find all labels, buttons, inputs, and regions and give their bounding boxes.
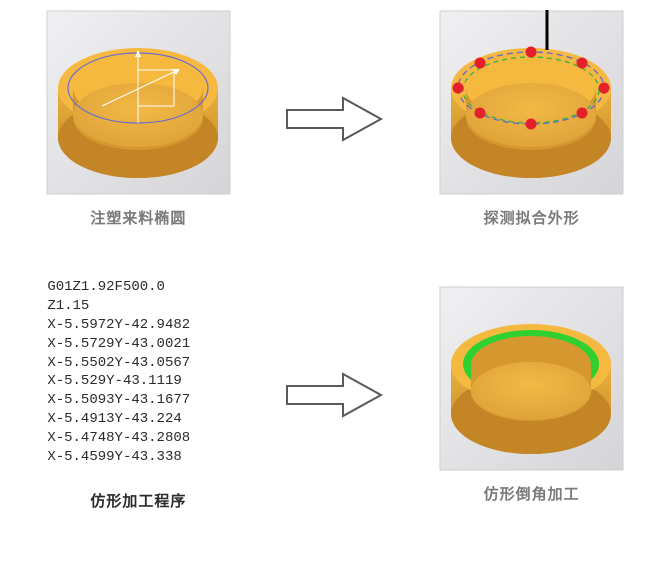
arrow-1 — [275, 27, 395, 212]
gcode-line: X-5.4913Y-43.224 — [47, 411, 181, 427]
gcode-listing: G01Z1.92F500.0 Z1.15 X-5.5972Y-42.9482 X… — [43, 278, 233, 478]
panel-top-right: 探测拟合外形 — [432, 10, 632, 228]
ring-chamfer-image — [439, 286, 624, 471]
gcode-line: X-5.5972Y-42.9482 — [47, 317, 190, 333]
row-1: 注塑来料椭圆 — [0, 0, 670, 228]
panel-top-left: 注塑来料椭圆 — [38, 10, 238, 228]
panel-bot-left: G01Z1.92F500.0 Z1.15 X-5.5972Y-42.9482 X… — [38, 278, 238, 511]
gcode-line: X-5.5729Y-43.0021 — [47, 336, 190, 352]
arrow-2 — [275, 302, 395, 487]
gcode-line: X-5.5502Y-43.0567 — [47, 355, 190, 371]
caption-bot-left: 仿形加工程序 — [90, 490, 186, 511]
panel-bot-right: 仿形倒角加工 — [432, 286, 632, 504]
ring-ellipse-image — [46, 10, 231, 195]
gcode-line: X-5.5093Y-43.1677 — [47, 392, 190, 408]
gcode-line: X-5.4748Y-43.2808 — [47, 430, 190, 446]
caption-top-right: 探测拟合外形 — [484, 207, 580, 228]
gcode-line: G01Z1.92F500.0 — [47, 279, 165, 295]
row-2: G01Z1.92F500.0 Z1.15 X-5.5972Y-42.9482 X… — [0, 268, 670, 511]
caption-top-left: 注塑来料椭圆 — [90, 207, 186, 228]
gcode-line: X-5.529Y-43.1119 — [47, 373, 181, 389]
gcode-line: X-5.4599Y-43.338 — [47, 449, 181, 465]
caption-bot-right: 仿形倒角加工 — [484, 483, 580, 504]
ring-probe-image — [439, 10, 624, 195]
gcode-line: Z1.15 — [47, 298, 89, 314]
